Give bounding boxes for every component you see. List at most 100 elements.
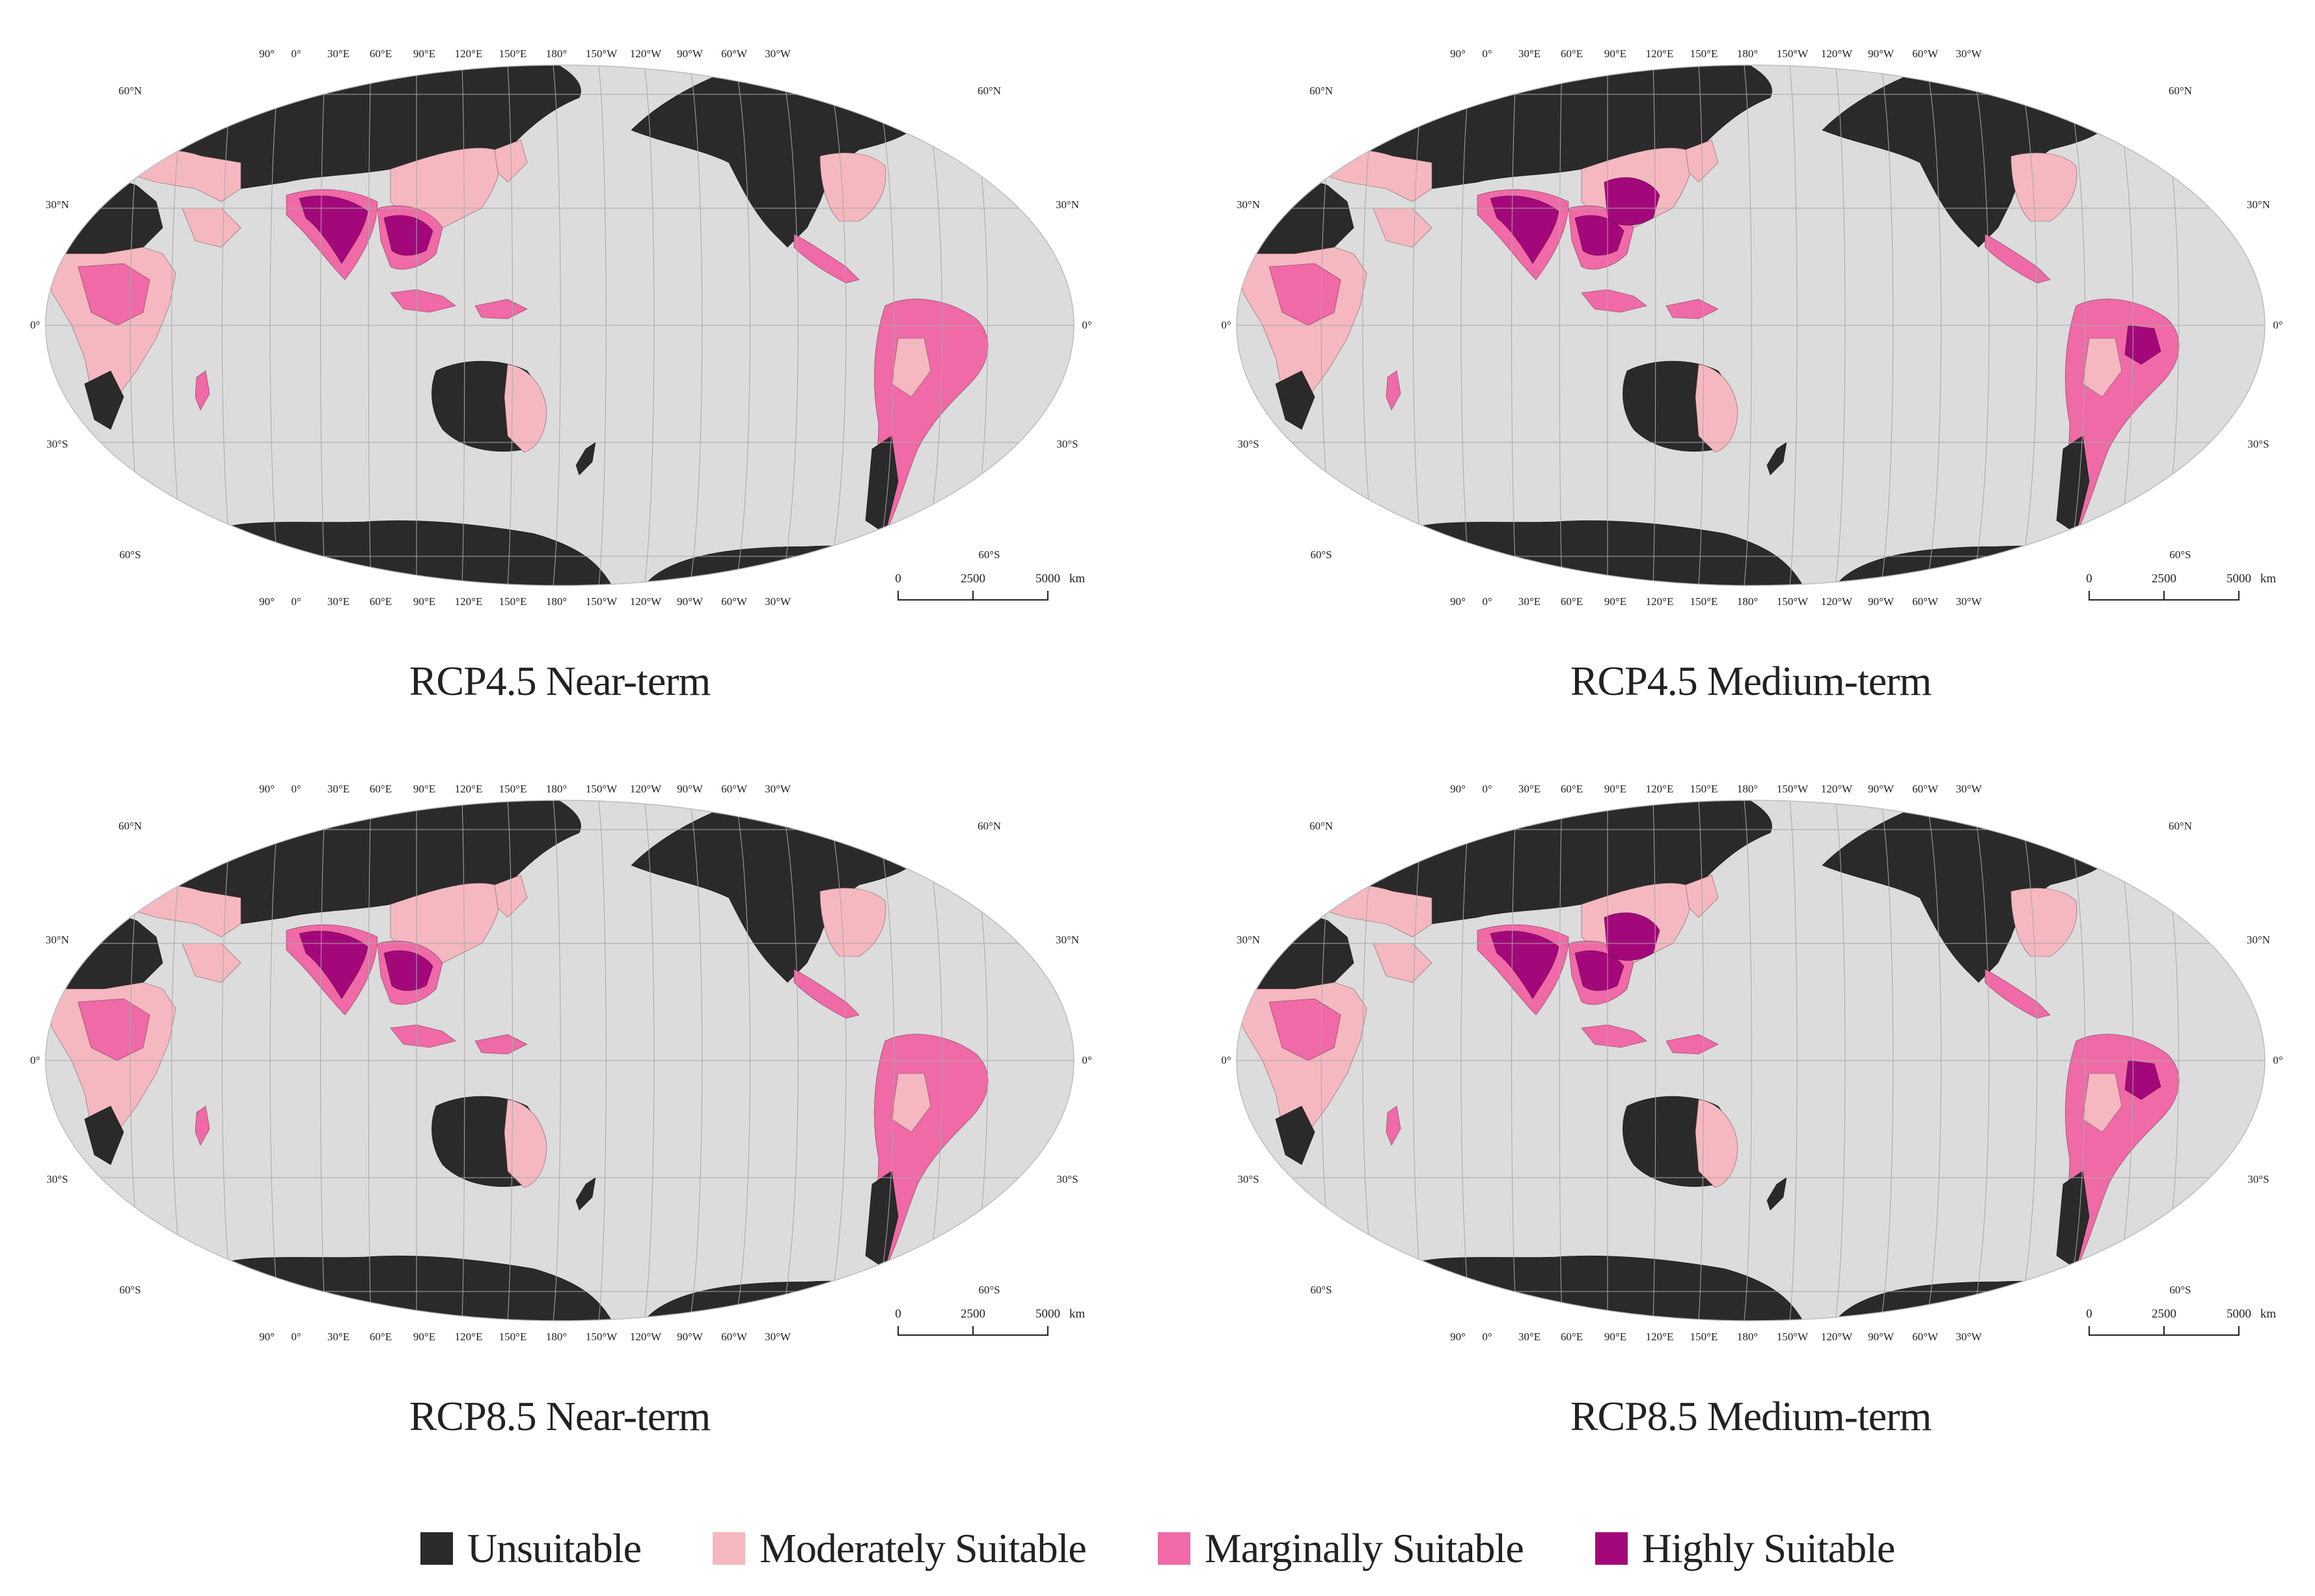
world-map: 90° 0° 30°E 60°E 90°E 120°E 150°E 180° 1…	[1221, 783, 2282, 1343]
latitude-labels: 60°N 30°N 0° 30°S 60°S 60°N 30°N 0° 30°S…	[1221, 820, 2282, 1296]
lon-label: 60°E	[370, 595, 392, 608]
lon-label: 0°	[291, 1331, 301, 1343]
lon-label: 90°W	[677, 595, 704, 608]
lon-label: 30°W	[1956, 1331, 1982, 1343]
lat-label: 30°S	[46, 1173, 68, 1185]
scale-bar-label-0: 0	[2086, 1307, 2092, 1321]
panel-title: RCP8.5 Medium-term	[1570, 1393, 1932, 1439]
lat-label: 60°S	[1310, 548, 1332, 561]
map-panel: 90° 0° 30°E 60°E 90°E 120°E 150°E 180° 1…	[1217, 768, 2284, 1470]
lat-label: 60°N	[1309, 85, 1333, 97]
greenland-region	[2138, 65, 2200, 86]
lon-label: 120°W	[630, 47, 662, 60]
lon-label: 180°	[1737, 47, 1758, 60]
lon-label: 90°W	[1868, 47, 1895, 60]
greenland-region	[2138, 800, 2200, 821]
lon-label: 180°	[1737, 1331, 1758, 1343]
lon-label: 180°	[546, 47, 567, 60]
legend-label: Unsuitable	[467, 1525, 642, 1571]
lon-label: 60°W	[721, 783, 748, 795]
panel-title: RCP8.5 Near-term	[409, 1393, 711, 1439]
lon-label: 120°E	[1646, 595, 1674, 608]
lon-label: 30°W	[765, 1331, 791, 1343]
lon-label: 0°	[1482, 783, 1492, 795]
lat-label: 30°S	[1237, 438, 1259, 450]
india-highly-region	[299, 930, 368, 999]
lon-label: 60°E	[1561, 783, 1583, 795]
lon-label: 150°W	[1777, 783, 1809, 795]
legend-label: Highly Suitable	[1641, 1525, 1896, 1571]
lon-label: 90°W	[677, 1331, 704, 1343]
lon-label: 180°	[1737, 783, 1758, 795]
new-guinea-region	[1665, 1034, 1719, 1055]
greenland-region	[947, 65, 1009, 86]
lon-label: 180°	[546, 595, 567, 608]
lon-label: 60°W	[1912, 595, 1939, 608]
legend-swatch	[1157, 1532, 1190, 1565]
lat-label: 60°N	[978, 85, 1001, 97]
legend-swatch	[713, 1532, 746, 1565]
lat-label: 60°S	[119, 548, 141, 561]
lat-label: 0°	[30, 1054, 40, 1066]
southern-africa-region	[84, 370, 124, 430]
lon-label: 90°W	[1868, 783, 1895, 795]
lat-label: 0°	[1082, 319, 1091, 331]
lon-label: 0°	[291, 783, 301, 795]
lon-label: 60°E	[1561, 1331, 1583, 1343]
africa-marginal-region	[77, 998, 150, 1061]
lon-label: 150°W	[586, 47, 618, 60]
lon-label: 30°E	[327, 783, 349, 795]
lon-label: 90°	[259, 47, 275, 60]
world-map: 90° 0° 30°E 60°E 90°E 120°E 150°E 180° 1…	[30, 47, 1091, 608]
mexico-central-america-region	[1984, 969, 2051, 1019]
scale-bar-label-0: 0	[2086, 572, 2092, 586]
lat-label: 60°S	[1310, 1284, 1332, 1296]
lon-label: 90°	[1450, 595, 1466, 608]
scale-bar: 0 2500 5000 km	[2086, 572, 2276, 601]
brazil-highly-region	[2124, 325, 2161, 365]
map-panel: 90° 0° 30°E 60°E 90°E 120°E 150°E 180° 1…	[1217, 33, 2284, 735]
lon-label: 120°W	[1821, 595, 1853, 608]
legend-item-unsuitable: Unsuitable	[420, 1524, 642, 1573]
lon-label: 150°E	[1690, 47, 1718, 60]
map-panel: 90° 0° 30°E 60°E 90°E 120°E 150°E 180° 1…	[26, 33, 1093, 735]
lon-label: 60°W	[721, 595, 748, 608]
new-guinea-region	[1665, 299, 1719, 319]
lat-label: 0°	[1221, 1054, 1231, 1066]
lon-label: 90°W	[1868, 595, 1895, 608]
australia-east-region	[504, 1099, 547, 1188]
lon-label: 60°W	[721, 47, 748, 60]
brazil-highly-region	[2124, 1060, 2161, 1100]
new-zealand-region	[575, 1177, 596, 1211]
lon-label: 60°E	[370, 47, 392, 60]
lon-label: 30°W	[1956, 783, 1982, 795]
scale-bar-label-5000: 5000	[2226, 572, 2251, 586]
lat-label: 30°N	[1237, 198, 1260, 211]
lon-label: 90°E	[413, 595, 435, 608]
lat-label: 30°N	[2247, 198, 2270, 211]
new-guinea-region	[474, 1034, 528, 1055]
lon-label: 120°E	[455, 1331, 483, 1343]
lat-label: 60°N	[118, 85, 142, 97]
lon-label: 180°	[1737, 595, 1758, 608]
lat-label: 30°S	[1237, 1173, 1259, 1185]
lon-label: 60°E	[370, 1331, 392, 1343]
lon-label: 90°	[259, 783, 275, 795]
lon-label: 0°	[1482, 595, 1492, 608]
china-highly-region	[1604, 177, 1660, 226]
lon-label: 60°W	[1912, 1331, 1939, 1343]
lat-label: 30°N	[1056, 198, 1079, 211]
scale-bar-label-5000: 5000	[1035, 1307, 1060, 1321]
globe-outline	[1236, 800, 2266, 1321]
lat-label: 60°N	[2169, 820, 2192, 832]
lon-label: 90°W	[1868, 1331, 1895, 1343]
lat-label: 60°N	[1309, 820, 1333, 832]
latitude-labels: 60°N 30°N 0° 30°S 60°S 60°N 30°N 0° 30°S…	[30, 85, 1091, 561]
scale-bar-label-2500: 2500	[2152, 572, 2176, 586]
lat-label: 60°S	[2169, 1284, 2191, 1296]
longitude-labels-top: 90° 0° 30°E 60°E 90°E 120°E 150°E 180° 1…	[259, 783, 791, 795]
world-map: 90° 0° 30°E 60°E 90°E 120°E 150°E 180° 1…	[30, 783, 1091, 1343]
lon-label: 60°W	[721, 1331, 748, 1343]
india-highly-region	[1490, 195, 1559, 264]
lat-label: 60°N	[2169, 85, 2192, 97]
